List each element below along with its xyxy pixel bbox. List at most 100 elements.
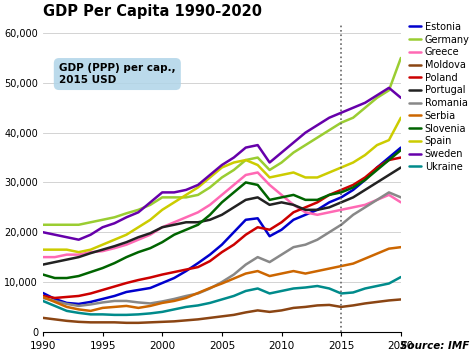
Slovenia bbox=[267, 198, 273, 202]
Moldova bbox=[171, 319, 177, 323]
Serbia bbox=[267, 274, 273, 278]
Germany bbox=[243, 158, 248, 162]
Sweden bbox=[327, 116, 332, 120]
Romania bbox=[207, 286, 213, 291]
Germany bbox=[267, 168, 273, 172]
Portugal bbox=[136, 235, 141, 239]
Ukraine bbox=[374, 284, 380, 288]
Sweden bbox=[279, 151, 284, 155]
Poland bbox=[88, 291, 93, 296]
Estonia bbox=[243, 218, 248, 222]
Estonia bbox=[327, 200, 332, 204]
Serbia bbox=[219, 282, 225, 286]
Spain bbox=[100, 242, 105, 247]
Line: Romania: Romania bbox=[43, 192, 401, 306]
Ukraine bbox=[338, 291, 344, 296]
Romania bbox=[386, 190, 392, 195]
Portugal bbox=[147, 231, 153, 235]
Slovenia bbox=[64, 276, 70, 280]
Sweden bbox=[386, 86, 392, 90]
Estonia bbox=[219, 242, 225, 247]
Germany bbox=[314, 136, 320, 140]
Estonia bbox=[291, 218, 296, 222]
Serbia bbox=[302, 272, 308, 276]
Spain bbox=[255, 163, 261, 167]
Portugal bbox=[398, 165, 404, 170]
Moldova bbox=[338, 305, 344, 309]
Serbia bbox=[362, 256, 368, 261]
Spain bbox=[338, 165, 344, 170]
Greece bbox=[302, 210, 308, 214]
Serbia bbox=[327, 267, 332, 271]
Slovenia bbox=[88, 270, 93, 274]
Slovenia bbox=[291, 193, 296, 197]
Spain bbox=[327, 170, 332, 175]
Spain bbox=[112, 237, 118, 242]
Germany bbox=[171, 195, 177, 200]
Slovenia bbox=[159, 240, 165, 244]
Romania bbox=[64, 302, 70, 306]
Estonia bbox=[147, 286, 153, 290]
Moldova bbox=[279, 308, 284, 312]
Ukraine bbox=[279, 289, 284, 293]
Poland bbox=[183, 267, 189, 272]
Greece bbox=[147, 233, 153, 237]
Estonia bbox=[267, 234, 273, 238]
Moldova bbox=[112, 320, 118, 324]
Serbia bbox=[386, 246, 392, 251]
Portugal bbox=[327, 205, 332, 209]
Sweden bbox=[76, 237, 82, 242]
Germany bbox=[112, 215, 118, 219]
Portugal bbox=[219, 213, 225, 217]
Germany bbox=[255, 155, 261, 160]
Serbia bbox=[40, 295, 46, 299]
Spain bbox=[374, 143, 380, 147]
Slovenia bbox=[40, 272, 46, 277]
Greece bbox=[327, 210, 332, 214]
Ukraine bbox=[136, 312, 141, 317]
Line: Serbia: Serbia bbox=[43, 247, 401, 311]
Germany bbox=[362, 106, 368, 110]
Germany bbox=[338, 121, 344, 125]
Portugal bbox=[243, 198, 248, 202]
Moldova bbox=[100, 320, 105, 324]
Moldova bbox=[267, 310, 273, 314]
Romania bbox=[88, 302, 93, 307]
Greece bbox=[362, 203, 368, 207]
Line: Portugal: Portugal bbox=[43, 168, 401, 264]
Moldova bbox=[350, 303, 356, 307]
Estonia bbox=[124, 290, 129, 294]
Ukraine bbox=[124, 313, 129, 317]
Spain bbox=[195, 185, 201, 190]
Poland bbox=[219, 250, 225, 254]
Sweden bbox=[350, 106, 356, 110]
Portugal bbox=[374, 180, 380, 185]
Romania bbox=[398, 195, 404, 200]
Serbia bbox=[255, 269, 261, 273]
Estonia bbox=[64, 301, 70, 305]
Greece bbox=[100, 249, 105, 253]
Spain bbox=[52, 247, 58, 252]
Germany bbox=[374, 95, 380, 100]
Line: Estonia: Estonia bbox=[43, 148, 401, 304]
Sweden bbox=[243, 146, 248, 150]
Ukraine bbox=[231, 294, 237, 298]
Ukraine bbox=[398, 275, 404, 279]
Portugal bbox=[302, 208, 308, 212]
Estonia bbox=[302, 213, 308, 217]
Spain bbox=[314, 175, 320, 180]
Moldova bbox=[147, 320, 153, 324]
Poland bbox=[267, 228, 273, 232]
Sweden bbox=[255, 143, 261, 147]
Serbia bbox=[147, 304, 153, 308]
Serbia bbox=[231, 277, 237, 281]
Estonia bbox=[183, 269, 189, 273]
Greece bbox=[350, 205, 356, 209]
Greece bbox=[64, 252, 70, 257]
Ukraine bbox=[291, 286, 296, 291]
Slovenia bbox=[398, 148, 404, 152]
Romania bbox=[219, 280, 225, 284]
Estonia bbox=[76, 302, 82, 306]
Sweden bbox=[88, 233, 93, 237]
Greece bbox=[243, 173, 248, 177]
